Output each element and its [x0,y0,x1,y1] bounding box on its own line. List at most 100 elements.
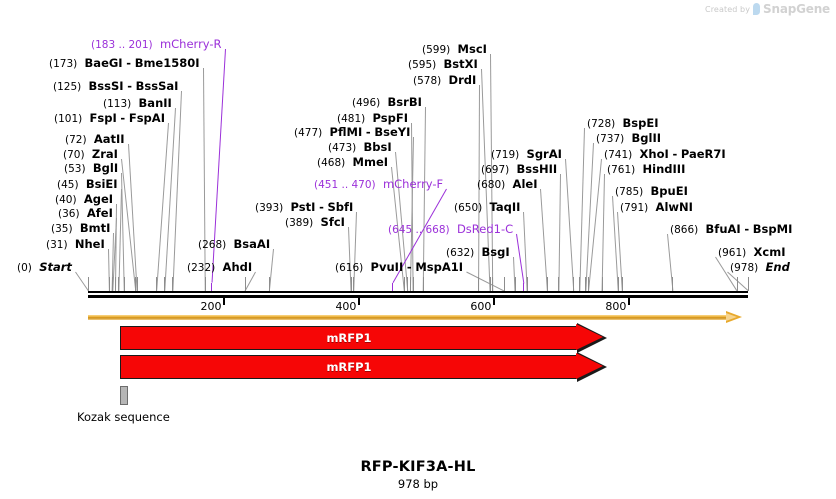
orf-arrow [88,311,746,323]
enzyme-position: (125) [53,81,82,93]
enzyme-name: PspFI [372,111,408,125]
enzyme-position: (632) [446,247,475,259]
leader-line [244,271,256,292]
enzyme-label: (650) TaqII [454,201,520,214]
enzyme-name: DrdI [448,73,477,87]
enzyme-name: ZraI [91,147,118,161]
enzyme-position: (761) [607,164,636,176]
restriction-site-tick [204,277,206,291]
restriction-site-tick [135,277,137,291]
enzyme-label: (72) AatII [65,133,125,146]
enzyme-position: (72) [65,134,87,146]
restriction-site-tick [514,277,516,291]
kozak-sequence-marker[interactable] [120,386,128,405]
enzyme-label: (389) SfcI [285,216,345,229]
enzyme-label: (477) PflMI - BseYI [294,126,410,139]
restriction-site-tick [118,277,120,291]
restriction-site-tick [156,277,158,291]
restriction-site-tick [573,277,575,291]
backbone-line-bottom [88,295,748,298]
restriction-site-tick [412,277,414,291]
enzyme-label: (36) AfeI [58,207,113,220]
ruler-tick-label: 400 [335,300,357,313]
enzyme-label: (599) MscI [422,43,487,56]
enzyme-position: (650) [454,202,483,214]
enzyme-label: (40) AgeI [55,193,113,206]
enzyme-name-separator: - [744,222,750,236]
enzyme-position: (728) [587,118,616,130]
enzyme-name: BfuAI [705,222,741,236]
enzyme-position: (389) [285,217,314,229]
ruler-tick-label: 200 [200,300,222,313]
restriction-site-tick [123,277,125,291]
enzyme-name: BspEI [622,116,659,130]
enzyme-name: MspA1I [415,260,464,274]
leader-line [601,173,605,292]
enzyme-position: (978) [730,262,759,274]
orf-arrow-bar [88,315,728,320]
enzyme-position: (232) [187,262,216,274]
restriction-site-tick [617,277,619,291]
enzyme-name: Bme1580I [134,56,200,70]
leader-line [565,158,575,292]
enzyme-label: (728) BspEI [587,117,659,130]
enzyme-label: (31) NheI [46,238,105,251]
snapgene-logo-icon [753,3,761,15]
feature-label: mRFP1 [326,331,372,345]
restriction-site-tick [268,277,270,291]
enzyme-position: (866) [670,224,699,236]
restriction-site-tick [111,277,113,291]
enzyme-name: AhdI [222,260,253,274]
leader-line [466,271,505,292]
enzyme-position: (53) [64,163,86,175]
restriction-site-tick [621,277,623,291]
enzyme-position: (173) [49,58,78,70]
primer-range: (183 .. 201) [91,39,153,51]
orf-arrow-head-inner [726,313,737,321]
enzyme-position: (680) [477,179,506,191]
leader-line [203,67,206,291]
enzyme-position: (473) [328,142,357,154]
enzyme-name: BmtI [79,221,111,235]
restriction-site-tick [409,277,411,291]
restriction-site-tick [108,277,110,291]
enzyme-position: (31) [46,239,68,251]
enzyme-name: BanII [138,96,172,110]
enzyme-label: (0) Start [17,261,72,274]
primer-range: (451 .. 470) [314,179,376,191]
enzyme-name: BsaAI [233,237,271,251]
leader-line [558,173,561,291]
enzyme-label: (595) BstXI [408,58,478,71]
enzyme-name: BglI [92,161,119,175]
enzyme-name: MmeI [352,155,389,169]
enzyme-label: (785) BpuEI [615,185,688,198]
enzyme-position: (595) [408,59,437,71]
restriction-site-tick [164,277,166,291]
restriction-site-tick [489,277,491,291]
enzyme-label: (578) DrdI [413,74,476,87]
primer-name: DsRed1-C [456,222,514,236]
watermark-brand: SnapGene [763,2,830,16]
enzyme-name: XcmI [753,245,786,259]
enzyme-label: (961) XcmI [718,246,786,259]
enzyme-position: (697) [481,164,510,176]
feature-arrow[interactable]: mRFP1 [120,323,610,353]
restriction-site-tick [736,277,738,291]
enzyme-label: (468) MmeI [317,156,388,169]
enzyme-name: AleI [512,177,538,191]
enzyme-name-separator: - [406,260,412,274]
enzyme-label: (719) SgrAI [491,148,562,161]
enzyme-name: AfeI [86,206,113,220]
feature-arrow[interactable]: mRFP1 [120,352,610,382]
enzyme-name: AlwNI [655,200,693,214]
enzyme-label: (125) BssSI - BssSaI [53,80,178,93]
enzyme-position: (36) [58,208,80,220]
restriction-site-tick [478,277,480,291]
enzyme-name-separator: - [127,79,133,93]
enzyme-label: (268) BsaAI [198,238,270,251]
enzyme-name: BsrBI [387,95,422,109]
restriction-site-tick [403,277,405,291]
restriction-site-tick [588,277,590,291]
leader-line [579,127,585,292]
